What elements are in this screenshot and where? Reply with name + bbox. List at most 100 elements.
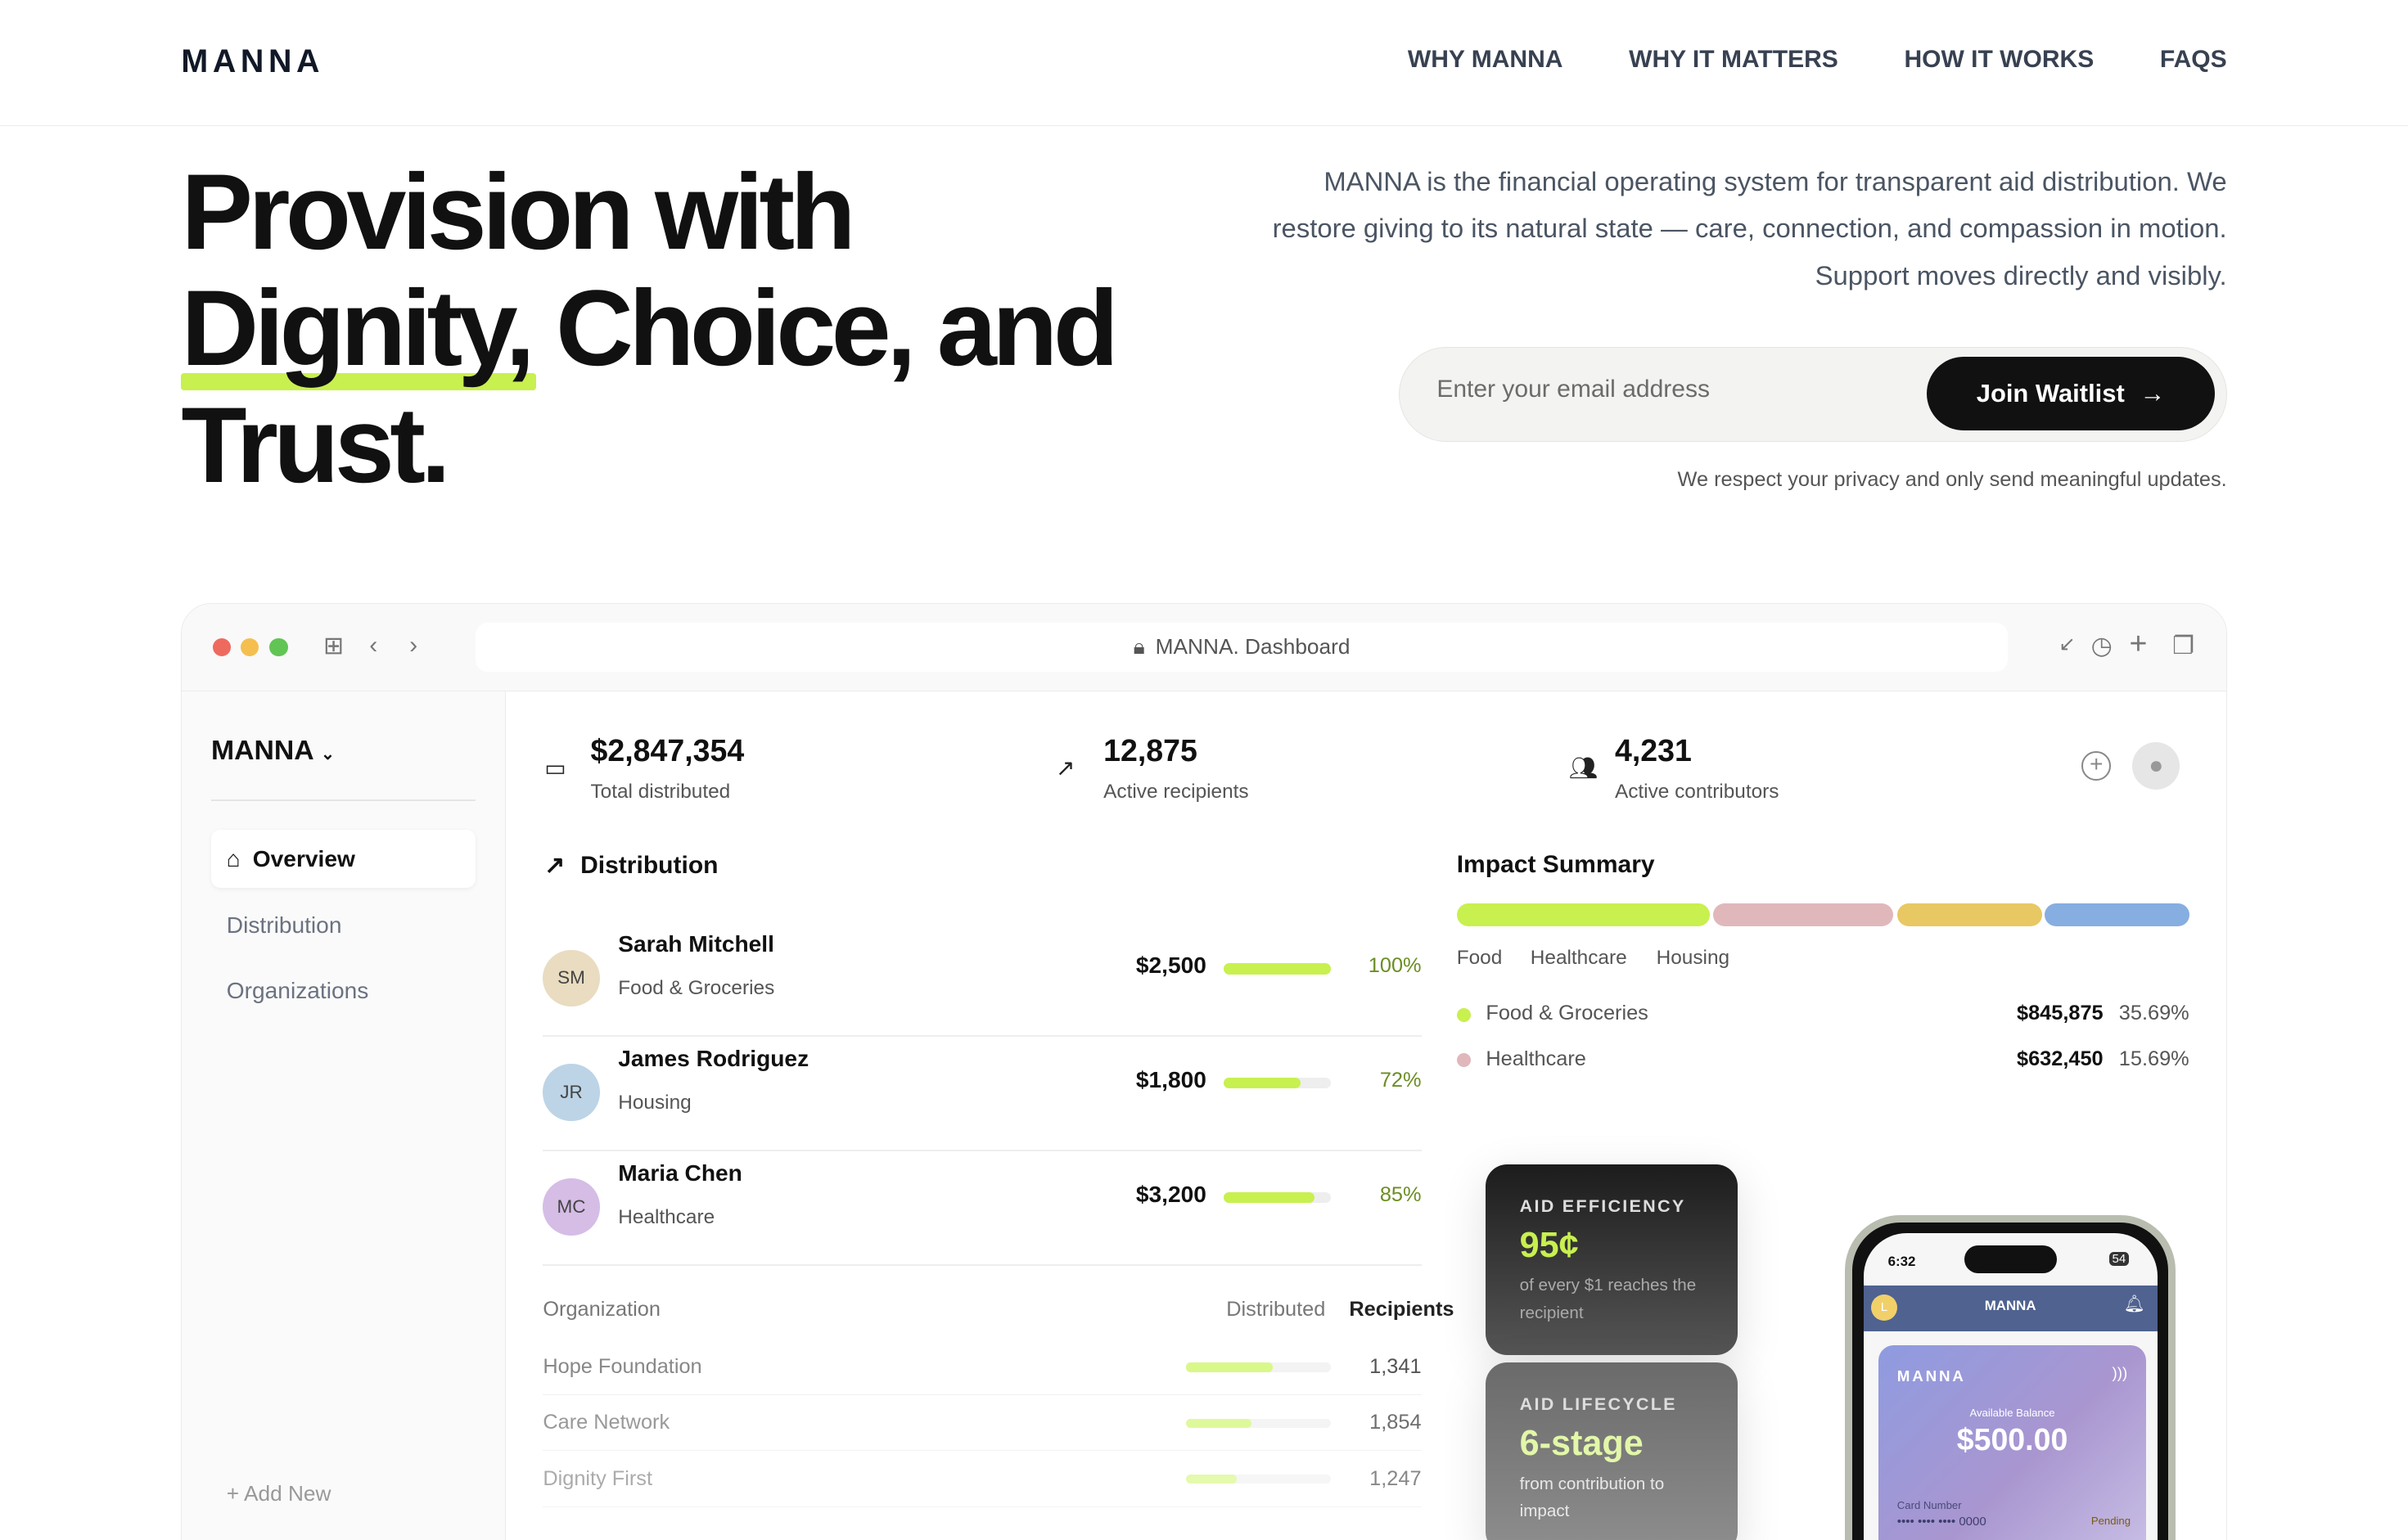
org-recipients: 1,247 xyxy=(1369,1466,1422,1490)
card-number: •••• •••• •••• 0000 xyxy=(1896,1514,1986,1529)
recipient-percent: 85% xyxy=(1379,1182,1422,1206)
org-bar-fill xyxy=(1186,1475,1238,1484)
maximize-dot[interactable] xyxy=(269,637,288,657)
phone-app-title: MANNA xyxy=(1984,1298,2036,1314)
join-waitlist-button[interactable]: Join Waitlist → xyxy=(1926,357,2216,431)
dashboard-window: ⊞ ‹ › 🔒︎ MANNA. Dashboard ↙ ◷ + ❐ MANNA ⌄… xyxy=(181,603,2227,1540)
url-text: MANNA. Dashboard xyxy=(1155,634,1351,660)
recipient-category: Housing xyxy=(618,1092,692,1114)
progress-bar xyxy=(1223,1191,1331,1204)
card-value: 6-stage xyxy=(1519,1424,1644,1464)
sidebar-item-distribution[interactable]: Distribution xyxy=(211,896,476,954)
org-row[interactable]: Care Network 1,854 xyxy=(543,1396,1422,1452)
plus-icon[interactable]: + xyxy=(2129,625,2148,660)
impact-amount: $845,875 xyxy=(2016,1002,2104,1025)
sidebar-label: Overview xyxy=(252,845,355,871)
impact-amount: $632,450 xyxy=(2016,1047,2104,1070)
col-recipients[interactable]: Recipients xyxy=(1349,1298,1454,1322)
impact-row: Healthcare $632,450 15.69% xyxy=(1456,1047,2189,1075)
stat-value: 12,875 xyxy=(1103,732,1197,768)
join-label: Join Waitlist xyxy=(1976,379,2125,408)
progress-bar xyxy=(1223,963,1331,975)
sidebar-item-organizations[interactable]: Organizations xyxy=(211,962,476,1020)
progress-fill xyxy=(1223,1191,1315,1204)
col-organization[interactable]: Organization xyxy=(543,1298,661,1322)
window-titlebar: ⊞ ‹ › 🔒︎ MANNA. Dashboard ↙ ◷ + ❐ xyxy=(182,604,2226,692)
nav-why-it-matters[interactable]: WHY IT MATTERS xyxy=(1629,46,1838,74)
card-number-label: Card Number xyxy=(1896,1498,1962,1511)
impact-percent: 15.69% xyxy=(2118,1047,2189,1070)
sidebar-label: Organizations xyxy=(226,978,369,1004)
sidebar-item-overview[interactable]: ⌂ Overview xyxy=(211,830,476,889)
dynamic-island xyxy=(1964,1245,2057,1274)
recipient-name: Sarah Mitchell xyxy=(618,931,774,957)
battery-icon: 54 xyxy=(2108,1251,2129,1266)
recipient-amount: $2,500 xyxy=(1135,952,1206,979)
add-circle-icon[interactable]: + xyxy=(2081,751,2111,781)
impact-segment-food xyxy=(1456,903,1711,927)
forward-icon[interactable]: › xyxy=(409,632,418,660)
close-dot[interactable] xyxy=(212,637,232,657)
card-sub: of every $1 reaches the recipient xyxy=(1519,1276,1697,1323)
impact-segment-other xyxy=(2045,903,2189,927)
card-kicker: AID LIFECYCLE xyxy=(1519,1393,1677,1414)
nav-why-manna[interactable]: WHY MANNA xyxy=(1407,46,1563,74)
email-input[interactable] xyxy=(1436,375,1898,403)
grid-icon[interactable]: ⊞ xyxy=(323,633,345,660)
arrow-down-left-icon[interactable]: ↙ xyxy=(2059,633,2076,656)
stat-total-distributed: $2,847,354 Total distributed xyxy=(590,733,744,804)
org-distributed-bar xyxy=(1186,1418,1331,1428)
add-new-link[interactable]: + Add New xyxy=(226,1480,331,1506)
balance-value: $500.00 xyxy=(1956,1422,2068,1457)
hero-line-3: Trust. xyxy=(181,384,450,505)
nav-how-it-works[interactable]: HOW IT WORKS xyxy=(1904,46,2095,74)
distribution-heading: ↗ Distribution xyxy=(544,851,718,880)
impact-heading: Impact Summary xyxy=(1457,851,1655,879)
avatar: MC xyxy=(543,1178,600,1236)
org-switcher[interactable]: MANNA ⌄ xyxy=(211,735,335,767)
avatar: JR xyxy=(543,1064,600,1121)
recipient-category: Healthcare xyxy=(618,1205,715,1228)
sidebar: MANNA ⌄ ⌂ Overview Distribution Organizat… xyxy=(182,691,507,1540)
impact-percent: 35.69% xyxy=(2118,1002,2189,1025)
user-avatar-icon[interactable]: ● xyxy=(2132,742,2180,790)
org-distributed-bar xyxy=(1186,1475,1331,1484)
phone-avatar: L xyxy=(1870,1295,1897,1322)
card-value: 95¢ xyxy=(1519,1225,1579,1265)
phone-mockup: 6:32 54 L MANNA 🔔︎ MANNA ))) Available B… xyxy=(1845,1215,2176,1540)
tabs-icon[interactable]: ❐ xyxy=(2172,633,2194,660)
logo[interactable]: MANNA xyxy=(181,43,325,79)
nav-faqs[interactable]: FAQS xyxy=(2159,46,2227,74)
back-icon[interactable]: ‹ xyxy=(369,632,378,660)
clock-icon[interactable]: ◷ xyxy=(2090,633,2113,660)
recipient-row[interactable]: MC Maria Chen Healthcare $3,200 85% xyxy=(543,1150,1422,1267)
address-bar[interactable]: 🔒︎ MANNA. Dashboard xyxy=(475,622,2009,672)
arrow-right-icon: → xyxy=(2140,379,2166,408)
org-row[interactable]: Dignity First 1,247 xyxy=(543,1452,1422,1507)
recipient-name: James Rodriguez xyxy=(618,1045,809,1071)
progress-fill xyxy=(1223,1078,1301,1089)
stat-value: 4,231 xyxy=(1614,732,1692,768)
contactless-icon: ))) xyxy=(2112,1363,2128,1381)
trend-icon: ↗ xyxy=(1056,755,1075,781)
stat-label: Total distributed xyxy=(590,780,731,803)
org-row[interactable]: Hope Foundation 1,341 xyxy=(543,1340,1422,1395)
app-header: L MANNA 🔔︎ xyxy=(1863,1286,2158,1332)
users-icon: 👥︎ xyxy=(1568,755,1599,781)
hero-line-2: Dignity, Choice, and xyxy=(181,268,1119,389)
recipient-row[interactable]: JR James Rodriguez Housing $1,800 72% xyxy=(543,1037,1422,1152)
recipient-row[interactable]: SM Sarah Mitchell Food & Groceries $2,50… xyxy=(543,922,1422,1038)
hero-title: Provision with Dignity, Choice, and Trust. xyxy=(181,153,1119,505)
trend-icon: ↗ xyxy=(544,852,566,880)
org-bar-fill xyxy=(1186,1418,1251,1428)
avatar: SM xyxy=(543,949,600,1006)
sidebar-label: Distribution xyxy=(226,912,342,938)
recipient-category: Food & Groceries xyxy=(618,977,775,1000)
org-name: Hope Foundation xyxy=(543,1354,702,1378)
aid-lifecycle-card: AID LIFECYCLE 6-stage from contribution … xyxy=(1486,1362,1738,1540)
stat-label: Active recipients xyxy=(1103,780,1249,803)
recipient-percent: 72% xyxy=(1379,1068,1422,1092)
minimize-dot[interactable] xyxy=(240,637,259,657)
impact-name: Food & Groceries xyxy=(1486,1002,1648,1025)
col-distributed[interactable]: Distributed xyxy=(1226,1298,1326,1322)
